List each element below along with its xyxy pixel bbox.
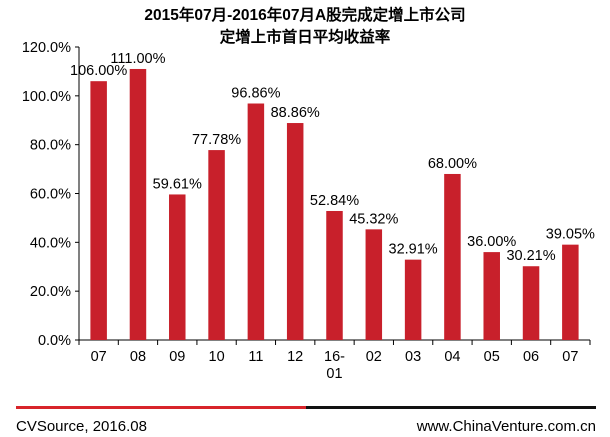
bars [90, 68, 579, 340]
bar [483, 252, 500, 340]
x-tick-label: 09 [169, 349, 185, 365]
bar [522, 266, 540, 340]
source-text: CVSource, 2016.08 [16, 418, 147, 435]
data-label: 68.00% [428, 156, 477, 172]
y-tick-label: 120.0% [22, 40, 71, 56]
x-tick-label: 08 [130, 349, 146, 365]
data-label: 52.84% [310, 193, 359, 209]
x-tick-label: 07 [562, 349, 578, 365]
bar [247, 103, 265, 340]
x-axis: 07 08 09 10 11 12 16-01 02 03 04 05 06 07 [78, 339, 591, 382]
data-label: 59.61% [153, 176, 202, 192]
x-tick-label: 04 [444, 349, 460, 365]
bar [208, 150, 225, 340]
y-tick-label: 100.0% [22, 89, 71, 105]
data-label: 32.91% [389, 242, 438, 258]
bar [129, 68, 147, 340]
x-tick-label: 07 [91, 349, 107, 365]
footer-divider-black [306, 406, 596, 409]
bar [562, 244, 579, 340]
data-label: 36.00% [467, 234, 516, 250]
bar [365, 229, 383, 340]
data-label: 111.00% [110, 51, 165, 67]
y-tick-label: 40.0% [30, 235, 71, 251]
x-tick-label: 03 [405, 349, 421, 365]
y-tick-label: 80.0% [30, 138, 71, 154]
y-tick-label: 0.0% [38, 333, 71, 349]
x-tick-label: 12 [287, 349, 303, 365]
x-tick-label: 02 [366, 349, 382, 365]
data-label: 30.21% [506, 248, 555, 264]
data-label: 106.00% [70, 63, 127, 79]
bar [404, 259, 422, 340]
bar [90, 81, 107, 340]
data-label: 77.78% [192, 132, 241, 148]
chart-title-line2: 定增上市首日平均收益率 [219, 29, 391, 46]
website-link[interactable]: www.ChinaVenture.com.cn [416, 418, 596, 435]
footer-divider-red [16, 406, 306, 409]
y-axis: 0.0% 20.0% 40.0% 60.0% 80.0% 100.0% 120.0% [22, 40, 80, 349]
chart-title-line1: 2015年07月-2016年07月A股完成定增上市公司 [144, 7, 466, 24]
bar [326, 210, 343, 340]
bar [169, 194, 186, 340]
x-tick-label: 05 [484, 349, 500, 365]
x-tick-label: 11 [248, 349, 263, 365]
bar [286, 123, 304, 340]
data-label: 45.32% [349, 211, 398, 227]
bar [444, 173, 461, 340]
data-label: 88.86% [271, 105, 320, 121]
data-label: 39.05% [546, 227, 595, 243]
x-tick-label: 16-01 [324, 349, 345, 382]
data-labels: 106.00%111.00% 59.61% 77.78% 96.86% 88.86% 52… [70, 51, 595, 264]
data-label: 96.86% [231, 86, 280, 102]
x-tick-label: 10 [209, 349, 225, 365]
x-tick-label: 06 [523, 349, 539, 365]
y-tick-label: 60.0% [30, 187, 71, 203]
y-tick-label: 20.0% [30, 284, 71, 300]
